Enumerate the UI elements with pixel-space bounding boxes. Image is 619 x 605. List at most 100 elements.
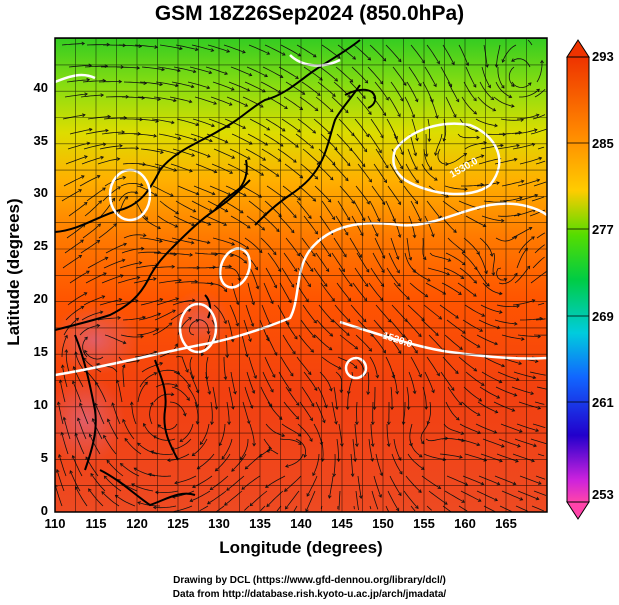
plot-frame: [54, 37, 548, 513]
streamline: [320, 438, 324, 462]
streamline: [173, 371, 191, 388]
streamline: [479, 237, 493, 257]
streamline-arrowhead: [251, 390, 256, 394]
streamline: [479, 81, 494, 100]
streamline: [478, 475, 500, 485]
streamline: [462, 475, 484, 485]
streamline-arrowhead: [64, 334, 68, 339]
x-axis-title: Longitude (degrees): [219, 538, 383, 557]
streamline: [405, 475, 422, 493]
streamline-arrowhead: [436, 60, 440, 65]
streamline-arrowhead: [106, 418, 111, 423]
streamline: [137, 442, 158, 455]
streamline: [516, 248, 528, 269]
streamline-arrowhead: [427, 138, 432, 143]
streamline-arrowhead: [532, 375, 537, 380]
streamline-arrowhead: [464, 187, 468, 192]
streamline-arrowhead: [179, 46, 183, 51]
streamline: [277, 148, 297, 163]
streamline-arrowhead: [385, 164, 389, 169]
streamline-arrowhead: [517, 443, 521, 448]
streamline: [315, 401, 326, 423]
streamline-arrowhead: [518, 361, 523, 365]
streamline-arrowhead: [459, 455, 463, 459]
streamline: [427, 118, 430, 142]
streamline-arrowhead: [307, 371, 312, 376]
streamline: [444, 185, 468, 190]
streamline: [212, 81, 235, 91]
streamline: [212, 237, 235, 246]
streamline-arrowhead: [103, 434, 107, 439]
streamline-arrowhead: [354, 421, 359, 426]
streamline-arrowhead: [476, 442, 481, 447]
streamline: [260, 237, 277, 255]
y-axis-title: Latitude (degrees): [4, 198, 23, 346]
streamline-arrowhead: [337, 55, 341, 59]
streamline-arrowhead: [508, 94, 513, 99]
streamline: [517, 179, 540, 187]
streamline: [230, 371, 236, 394]
streamline: [477, 96, 496, 112]
streamline-arrowhead: [370, 421, 375, 426]
streamline-arrowhead: [473, 110, 478, 115]
streamline-arrowhead: [161, 67, 165, 72]
streamline: [263, 282, 274, 304]
x-tick-label: 125: [167, 516, 189, 531]
streamline: [386, 267, 401, 287]
streamline-arrowhead: [241, 486, 246, 490]
streamline-arrowhead: [374, 233, 379, 237]
colorbar-label: 269: [592, 309, 614, 324]
streamline-arrowhead: [455, 98, 460, 103]
streamline-arrowhead: [324, 404, 328, 409]
colorbar-label: 285: [592, 136, 614, 151]
streamline: [61, 335, 68, 358]
streamline-arrowhead: [312, 472, 316, 477]
streamline: [137, 251, 161, 254]
streamline: [68, 202, 88, 217]
streamline: [497, 371, 520, 381]
streamline-arrowhead: [365, 268, 370, 273]
streamline-arrowhead: [278, 416, 283, 420]
streamline: [241, 185, 262, 198]
streamline: [375, 453, 383, 476]
streamline-arrowhead: [188, 99, 193, 104]
streamline-arrowhead: [246, 420, 251, 425]
streamline: [299, 252, 314, 272]
streamline: [319, 66, 338, 82]
streamline-arrowhead: [489, 253, 494, 257]
streamline-arrowhead: [535, 496, 540, 501]
streamline-arrowhead: [150, 401, 154, 406]
streamline-arrowhead: [385, 96, 389, 101]
streamline-arrowhead: [133, 467, 138, 471]
streamline-arrowhead: [366, 391, 371, 396]
streamline-arrowhead: [153, 372, 158, 376]
streamline-arrowhead: [445, 194, 450, 198]
coastline-asia: [55, 39, 361, 233]
streamline-arrowhead: [500, 218, 505, 223]
streamline: [460, 334, 480, 348]
streamline: [261, 148, 282, 162]
streamline: [315, 252, 330, 272]
streamline: [508, 66, 515, 87]
streamline-arrowhead: [442, 457, 447, 462]
streamline-arrowhead: [503, 278, 508, 282]
streamline: [247, 133, 268, 146]
streamline: [176, 118, 199, 126]
streamline-arrowhead: [81, 41, 86, 46]
streamline: [75, 486, 88, 507]
streamline: [284, 163, 303, 179]
streamline: [427, 401, 432, 425]
streamline: [302, 148, 321, 165]
y-tick-label: 15: [33, 344, 48, 359]
streamline: [265, 118, 286, 132]
streamline-arrowhead: [341, 268, 345, 273]
streamline: [371, 490, 379, 510]
streamline-arrowhead: [228, 102, 233, 106]
streamline-arrowhead: [414, 200, 418, 205]
streamline: [445, 401, 460, 421]
streamline: [240, 438, 249, 460]
streamline: [155, 81, 179, 87]
streamline: [457, 133, 480, 139]
streamline-arrowhead: [540, 59, 544, 64]
streamline: [501, 180, 524, 187]
